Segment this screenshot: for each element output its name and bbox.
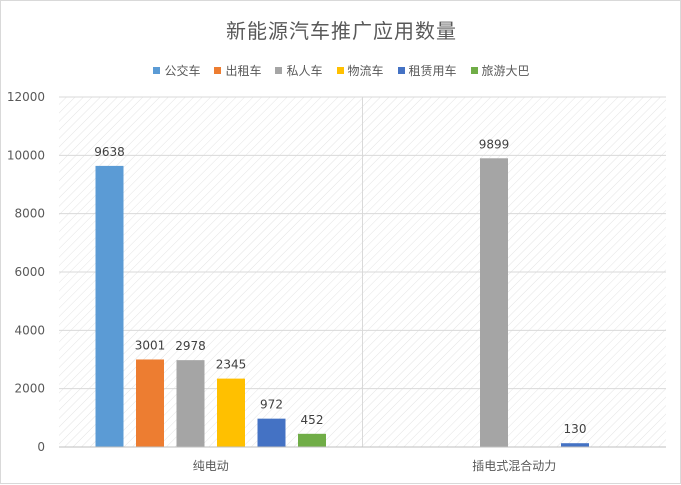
bar bbox=[480, 158, 508, 447]
y-tick-label: 0 bbox=[37, 440, 45, 454]
bar bbox=[258, 419, 286, 447]
bar bbox=[136, 359, 164, 447]
data-label: 2345 bbox=[216, 358, 247, 372]
bar bbox=[217, 379, 245, 447]
bar bbox=[561, 443, 589, 447]
y-tick-label: 4000 bbox=[14, 323, 45, 337]
data-label: 3001 bbox=[135, 338, 166, 352]
bar bbox=[298, 434, 326, 447]
bar bbox=[96, 166, 124, 447]
bar bbox=[177, 360, 205, 447]
data-label: 9638 bbox=[94, 145, 125, 159]
y-tick-label: 10000 bbox=[7, 148, 45, 162]
y-tick-label: 6000 bbox=[14, 265, 45, 279]
data-label: 452 bbox=[301, 413, 324, 427]
y-tick-label: 12000 bbox=[7, 90, 45, 104]
y-tick-label: 8000 bbox=[14, 207, 45, 221]
data-label: 972 bbox=[260, 398, 283, 412]
x-category-label: 纯电动 bbox=[193, 459, 229, 473]
data-label: 2978 bbox=[175, 339, 206, 353]
data-label: 9899 bbox=[479, 137, 510, 151]
x-category-label: 插电式混合动力 bbox=[472, 458, 556, 473]
y-tick-label: 2000 bbox=[14, 382, 45, 396]
data-label: 130 bbox=[564, 422, 587, 436]
